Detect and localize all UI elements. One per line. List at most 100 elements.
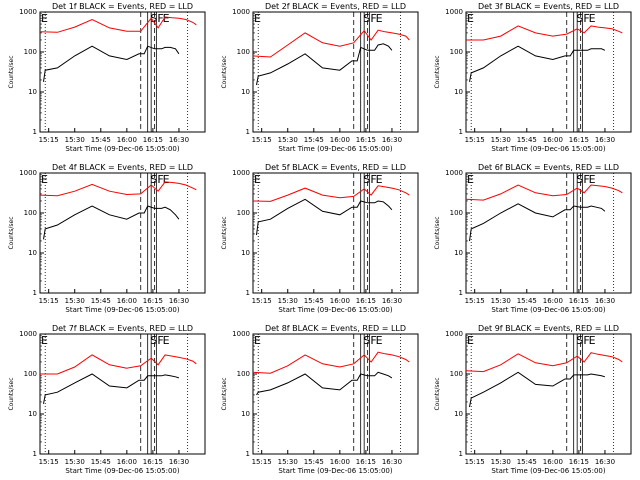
flag-label: E — [376, 334, 383, 347]
series-line-red — [40, 354, 197, 375]
flag-label: S — [576, 173, 583, 186]
x-tick-label: 15:30 — [491, 458, 511, 466]
flag-label: F — [370, 12, 376, 25]
panel-title: Det 5f BLACK = Events, RED = LLD — [265, 163, 406, 172]
x-tick-label: 15:30 — [65, 458, 85, 466]
x-tick-label: 16:00 — [117, 458, 137, 466]
x-tick-label: 15:30 — [491, 297, 511, 305]
series-line-red — [465, 184, 623, 201]
panel-title: Det 7f BLACK = Events, RED = LLD — [52, 324, 193, 333]
x-axis-label: Start Time (09-Dec-06 15:05:00) — [491, 145, 605, 153]
y-tick-label: 100 — [237, 209, 250, 217]
y-tick-label: 100 — [24, 370, 37, 378]
y-tick-label: 1000 — [19, 169, 37, 177]
series-line-black — [256, 371, 393, 396]
plot-frame — [39, 172, 206, 294]
x-tick-label: 16:15 — [143, 297, 163, 305]
panel-title: Det 6f BLACK = Events, RED = LLD — [478, 163, 619, 172]
y-tick-label: 10 — [454, 410, 463, 418]
y-tick-label: 10 — [28, 410, 37, 418]
x-tick-label: 16:00 — [543, 458, 563, 466]
detector-panel-4: Det 4f BLACK = Events, RED = LLD 1 10 100 10… — [8, 163, 206, 314]
y-tick-label: 1 — [459, 128, 463, 136]
flag-label: E — [254, 12, 261, 25]
flag-label: E — [163, 173, 170, 186]
series-line-red — [39, 16, 197, 33]
y-axis-label: Counts/sec — [8, 216, 15, 249]
plot-frame — [465, 11, 632, 133]
flag-label: F — [583, 173, 589, 186]
series-line-black — [469, 45, 606, 82]
series-line-red — [466, 25, 623, 41]
series-line-red — [252, 29, 410, 58]
y-axis-label: Counts/sec — [221, 377, 228, 410]
flag-label: S — [150, 173, 157, 186]
series-line-black — [256, 198, 393, 236]
flag-label: F — [157, 12, 163, 25]
flag-label: E — [163, 334, 170, 347]
y-tick-label: 1000 — [232, 8, 250, 16]
x-axis-label: Start Time (09-Dec-06 15:05:00) — [278, 306, 392, 314]
series-line-red — [252, 351, 410, 374]
flag-label: E — [589, 173, 596, 186]
y-tick-label: 1 — [33, 128, 37, 136]
y-tick-label: 100 — [237, 370, 250, 378]
flag-label: S — [576, 334, 583, 347]
plot-frame — [252, 11, 419, 133]
panel-title: Det 8f BLACK = Events, RED = LLD — [265, 324, 406, 333]
series-line-black — [43, 373, 180, 404]
x-tick-label: 16:00 — [330, 297, 350, 305]
x-tick-label: 16:30 — [382, 297, 402, 305]
x-tick-label: 16:15 — [143, 136, 163, 144]
y-tick-label: 10 — [28, 88, 37, 96]
x-axis-label: Start Time (09-Dec-06 15:05:00) — [278, 467, 392, 475]
x-tick-label: 15:45 — [91, 297, 111, 305]
y-axis-label: Counts/sec — [221, 55, 228, 88]
flag-label: F — [157, 173, 163, 186]
flag-label: E — [41, 334, 48, 347]
x-tick-label: 16:00 — [543, 297, 563, 305]
x-tick-label: 16:30 — [595, 297, 615, 305]
x-tick-label: 15:30 — [491, 136, 511, 144]
x-tick-label: 15:15 — [465, 297, 485, 305]
panel-title: Det 2f BLACK = Events, RED = LLD — [265, 2, 406, 11]
x-tick-label: 16:00 — [543, 136, 563, 144]
x-axis-label: Start Time (09-Dec-06 15:05:00) — [65, 145, 179, 153]
series-line-black — [469, 371, 606, 408]
plot-frame — [39, 333, 206, 455]
y-tick-label: 1000 — [445, 8, 463, 16]
y-tick-label: 1 — [246, 289, 250, 297]
y-axis-label: Counts/sec — [434, 55, 441, 88]
y-tick-label: 10 — [241, 88, 250, 96]
detector-panel-6: Det 6f BLACK = Events, RED = LLD 1 10 100 10… — [434, 163, 632, 314]
y-tick-label: 1 — [246, 128, 250, 136]
flag-label: F — [370, 173, 376, 186]
x-tick-label: 15:30 — [65, 297, 85, 305]
flag-label: S — [576, 12, 583, 25]
x-tick-label: 16:00 — [117, 297, 137, 305]
x-tick-label: 15:45 — [517, 458, 537, 466]
panel-title: Det 1f BLACK = Events, RED = LLD — [52, 2, 193, 11]
flag-label: E — [589, 334, 596, 347]
x-tick-label: 15:30 — [65, 136, 85, 144]
flag-label: E — [467, 12, 474, 25]
x-tick-label: 15:15 — [465, 136, 485, 144]
flag-label: E — [376, 173, 383, 186]
flag-label: S — [363, 173, 370, 186]
x-axis-label: Start Time (09-Dec-06 15:05:00) — [278, 145, 392, 153]
y-tick-label: 100 — [450, 48, 463, 56]
plot-frame — [252, 333, 419, 455]
flag-label: F — [583, 334, 589, 347]
detector-panel-9: Det 9f BLACK = Events, RED = LLD 1 10 100 10… — [434, 324, 632, 475]
x-tick-label: 16:15 — [569, 297, 589, 305]
y-tick-label: 1000 — [232, 169, 250, 177]
y-tick-label: 1 — [33, 450, 37, 458]
x-tick-label: 16:30 — [595, 458, 615, 466]
y-tick-label: 1000 — [445, 330, 463, 338]
flag-label: S — [363, 334, 370, 347]
detector-panel-8: Det 8f BLACK = Events, RED = LLD 1 10 100 10… — [221, 324, 419, 475]
flag-label: E — [41, 173, 48, 186]
x-tick-label: 15:45 — [517, 297, 537, 305]
x-tick-label: 16:30 — [595, 136, 615, 144]
